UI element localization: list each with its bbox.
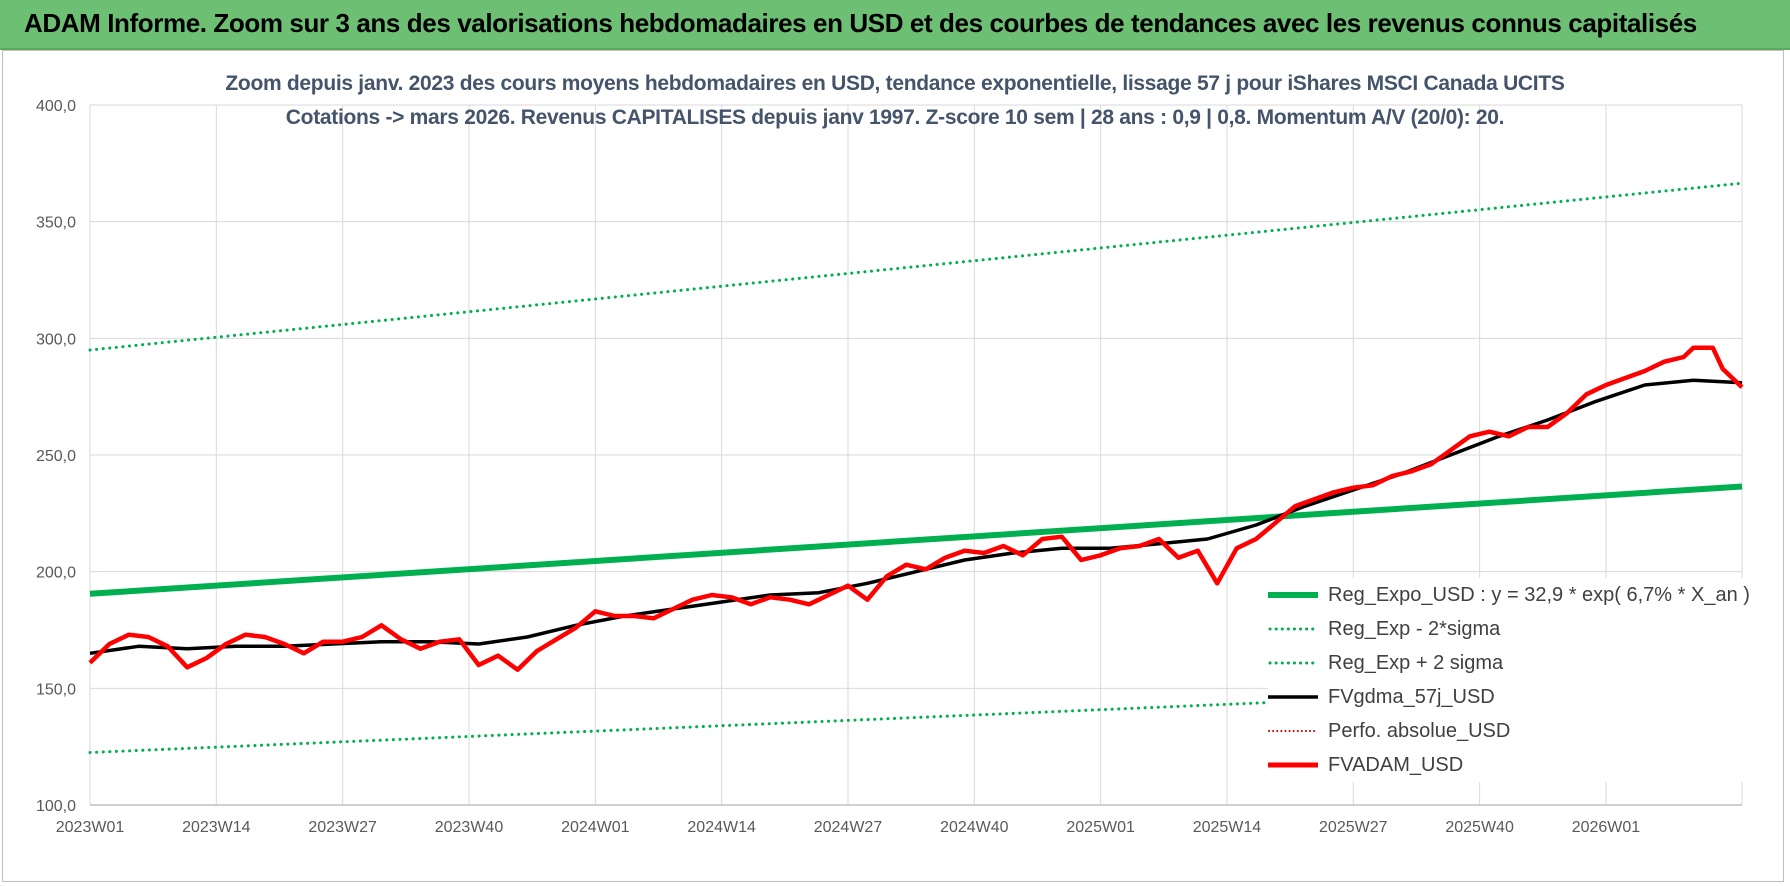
y-tick-label: 250,0 [36, 448, 76, 465]
x-tick-label: 2024W01 [561, 819, 630, 836]
x-tick-label: 2024W40 [940, 819, 1009, 836]
x-tick-label: 2023W40 [435, 819, 504, 836]
legend-item-reg-plus: Reg_Exp + 2 sigma [1268, 646, 1750, 680]
legend-swatch-fvgdma [1268, 695, 1318, 699]
legend-item-reg-expo: Reg_Expo_USD : y = 32,9 * exp( 6,7% * X_… [1268, 578, 1750, 612]
legend-swatch-perfo [1268, 730, 1318, 732]
chart-legend: Reg_Expo_USD : y = 32,9 * exp( 6,7% * X_… [1268, 578, 1750, 782]
legend-swatch-reg-plus [1268, 661, 1318, 665]
x-tick-label: 2025W01 [1066, 819, 1135, 836]
legend-swatch-reg-minus [1268, 627, 1318, 631]
legend-label-reg-plus: Reg_Exp + 2 sigma [1328, 651, 1504, 674]
legend-label-perfo: Perfo. absolue_USD [1328, 719, 1511, 742]
tick-labels: 400,0 350,0 300,0 250,0 200,0 150,0 100,0 2023W… [36, 98, 1640, 836]
legend-item-perfo: Perfo. absolue_USD [1268, 714, 1750, 748]
x-tick-label: 2025W14 [1193, 819, 1262, 836]
series-line-3 [89, 378, 1743, 656]
series-line-0 [89, 483, 1743, 597]
y-tick-label: 100,0 [36, 798, 76, 815]
x-tick-label: 2024W27 [814, 819, 883, 836]
legend-item-reg-minus: Reg_Exp - 2*sigma [1268, 612, 1750, 646]
y-tick-label: 200,0 [36, 565, 76, 582]
legend-item-fvgdma: FVgdma_57j_USD [1268, 680, 1750, 714]
legend-label-reg-expo: Reg_Expo_USD : y = 32,9 * exp( 6,7% * X_… [1328, 583, 1750, 606]
x-tick-label: 2025W40 [1445, 819, 1514, 836]
chart-title-line-2: Cotations -> mars 2026. Revenus CAPITALI… [285, 106, 1505, 129]
y-tick-label: 300,0 [36, 331, 76, 348]
legend-swatch-reg-expo [1268, 592, 1318, 598]
report-banner: ADAM Informe. Zoom sur 3 ans des valoris… [0, 0, 1790, 50]
x-tick-label: 2024W14 [687, 819, 756, 836]
legend-label-fvadam: FVADAM_USD [1328, 753, 1464, 776]
legend-item-fvadam: FVADAM_USD [1268, 748, 1750, 782]
y-tick-label: 400,0 [36, 98, 76, 115]
legend-label-reg-minus: Reg_Exp - 2*sigma [1328, 617, 1501, 640]
series-line-5 [88, 345, 1744, 672]
x-tick-label: 2023W01 [56, 819, 125, 836]
report-title: ADAM Informe. Zoom sur 3 ans des valoris… [24, 8, 1697, 38]
x-tick-label: 2025W27 [1319, 819, 1388, 836]
y-tick-label: 150,0 [36, 681, 76, 698]
legend-swatch-fvadam [1268, 762, 1318, 768]
x-tick-label: 2023W14 [182, 819, 251, 836]
chart-title-line-1: Zoom depuis janv. 2023 des cours moyens … [225, 72, 1565, 95]
series-line-2 [88, 181, 1744, 352]
x-tick-label: 2026W01 [1572, 819, 1641, 836]
y-tick-label: 350,0 [36, 215, 76, 232]
x-tick-label: 2023W27 [308, 819, 377, 836]
legend-label-fvgdma: FVgdma_57j_USD [1328, 685, 1495, 708]
